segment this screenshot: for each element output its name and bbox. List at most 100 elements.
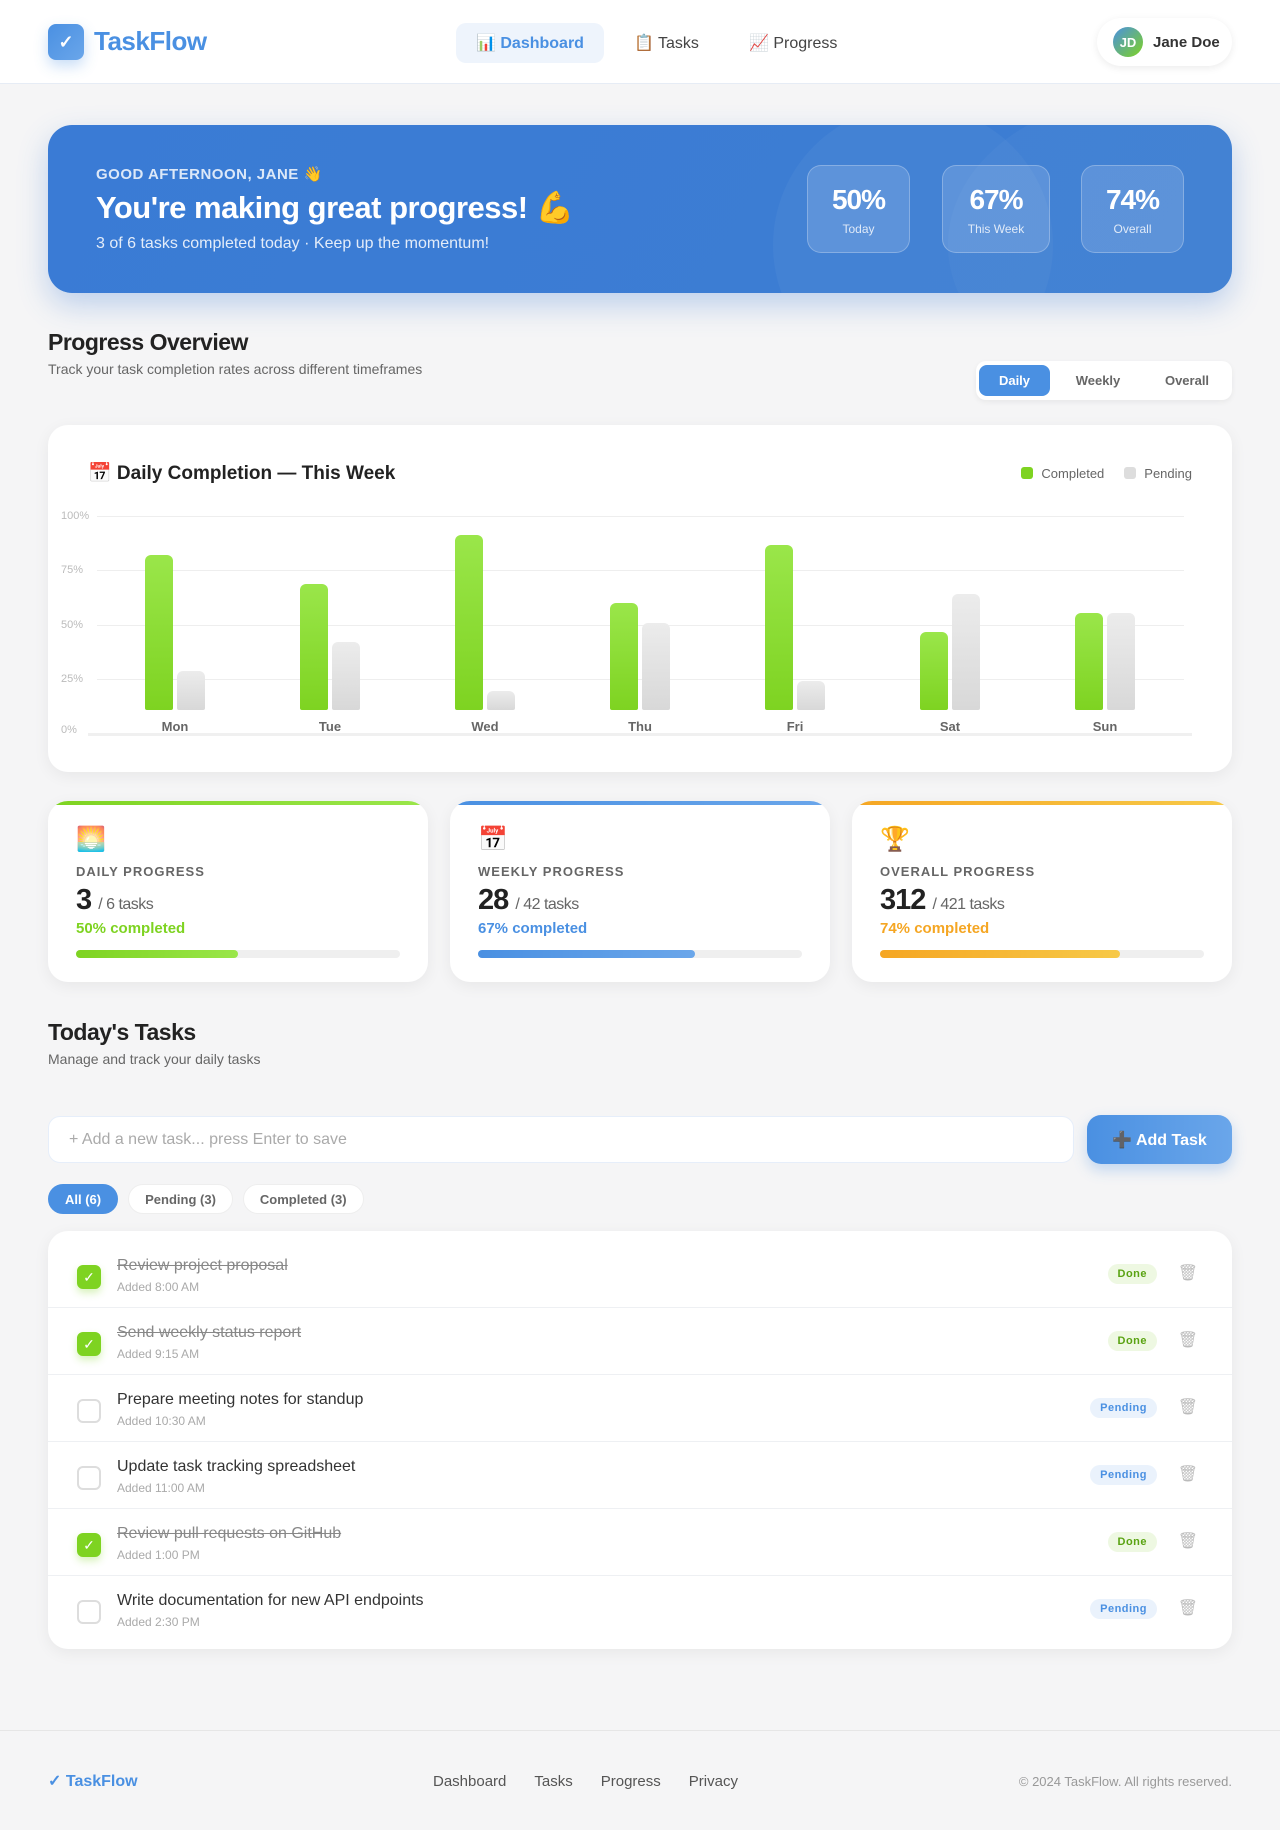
task-row: Prepare meeting notes for standup Added …: [48, 1375, 1232, 1442]
user-name: Jane Doe: [1153, 33, 1220, 51]
task-checkbox[interactable]: ✓: [77, 1332, 101, 1356]
pending-bar-sat[interactable]: [952, 593, 980, 710]
legend-label: Pending: [1144, 466, 1192, 481]
pending-bar-wed[interactable]: [487, 690, 515, 710]
x-tick-label: Sun: [1092, 719, 1118, 734]
completed-bar-thu[interactable]: [610, 603, 638, 710]
avatar: JD: [1113, 27, 1143, 57]
nav-dashboard[interactable]: 📊 Dashboard: [456, 23, 604, 63]
trash-icon[interactable]: 🗑: [1177, 1399, 1198, 1416]
logo-checkmark-icon[interactable]: ✓: [48, 24, 84, 60]
percent-text: 67% completed: [478, 920, 588, 937]
trash-icon[interactable]: 🗑: [1177, 1533, 1198, 1550]
grid-line: [97, 679, 1184, 680]
x-tick-label: Thu: [628, 719, 652, 734]
top-nav: ✓ TaskFlow 📊 Dashboard 📋 Tasks 📈 Progres…: [0, 0, 1280, 84]
pending-bar-tue[interactable]: [332, 642, 360, 710]
nav-label: Tasks: [658, 35, 699, 52]
app-name[interactable]: TaskFlow: [94, 26, 207, 56]
trash-icon[interactable]: 🗑: [1177, 1332, 1198, 1349]
status-badge: Pending: [1090, 1599, 1157, 1619]
task-row: Update task tracking spreadsheet Added 1…: [48, 1442, 1232, 1509]
task-checkbox[interactable]: [77, 1466, 101, 1490]
tasks-subtitle: Manage and track your daily tasks: [48, 1051, 261, 1067]
task-checkbox[interactable]: [77, 1600, 101, 1624]
hero-banner: GOOD AFTERNOON, JANE 👋 You're making gre…: [48, 125, 1232, 293]
hero-stat-today: 50% Today: [807, 165, 910, 253]
task-time: Added 8:00 AM: [117, 1280, 200, 1294]
task-checkbox[interactable]: ✓: [77, 1533, 101, 1557]
pending-bar-fri[interactable]: [797, 680, 825, 710]
daily-progress-card: 🌅 DAILY PROGRESS 3 / 6 tasks 50% complet…: [48, 801, 428, 982]
completed-bar-tue[interactable]: [300, 583, 328, 710]
progress-bar: [880, 950, 1204, 958]
y-tick-label: 0%: [61, 724, 77, 736]
sunrise-icon: 🌅: [76, 826, 106, 853]
add-task-button[interactable]: ➕ Add Task: [1087, 1115, 1232, 1164]
card-value: 312 / 421 tasks: [880, 884, 1005, 917]
status-badge: Done: [1107, 1331, 1157, 1351]
task-title: Write documentation for new API endpoint…: [117, 1592, 424, 1609]
y-tick-label: 50%: [61, 619, 84, 631]
count: 312: [880, 884, 926, 916]
task-time: Added 9:15 AM: [117, 1347, 200, 1361]
task-time: Added 11:00 AM: [117, 1481, 205, 1495]
card-accent: [48, 801, 428, 805]
progress-fill: [880, 950, 1120, 958]
grid-line: [97, 516, 1184, 517]
nav-progress[interactable]: 📈 Progress: [729, 23, 857, 63]
trash-icon[interactable]: 🗑: [1177, 1466, 1198, 1483]
filter-completed[interactable]: Completed (3): [242, 1184, 364, 1214]
user-menu[interactable]: JD Jane Doe: [1097, 18, 1232, 66]
overall-progress-card: 🏆 OVERALL PROGRESS 312 / 421 tasks 74% c…: [852, 801, 1232, 982]
task-checkbox[interactable]: [77, 1399, 101, 1423]
toggle-weekly[interactable]: Weekly: [1075, 373, 1121, 388]
card-accent: [852, 801, 1232, 805]
filter-pending[interactable]: Pending (3): [128, 1184, 233, 1214]
grid-line: [97, 625, 1184, 626]
pending-bar-sun[interactable]: [1107, 613, 1135, 710]
status-badge: Done: [1107, 1264, 1157, 1284]
trash-icon[interactable]: 🗑: [1177, 1600, 1198, 1617]
footer-link-dashboard[interactable]: Dashboard: [433, 1773, 507, 1790]
completed-bar-mon[interactable]: [145, 554, 173, 710]
card-label: WEEKLY PROGRESS: [478, 864, 625, 879]
count: 3: [76, 884, 92, 916]
task-time: Added 2:30 PM: [117, 1615, 200, 1629]
footer-link-progress[interactable]: Progress: [600, 1773, 661, 1790]
task-row: ✓ Review project proposal Added 8:00 AM …: [48, 1241, 1232, 1308]
trash-icon[interactable]: 🗑: [1177, 1265, 1198, 1282]
nav-tasks[interactable]: 📋 Tasks: [614, 23, 719, 63]
completed-bar-wed[interactable]: [455, 535, 483, 710]
x-axis: [88, 733, 1192, 736]
card-accent: [450, 801, 830, 805]
completed-bar-sun[interactable]: [1075, 613, 1103, 710]
footer: ✓ TaskFlow Dashboard Tasks Progress Priv…: [0, 1730, 1280, 1830]
task-checkbox[interactable]: ✓: [77, 1265, 101, 1289]
completed-bar-sat[interactable]: [920, 632, 948, 710]
stat-value: 74%: [1105, 184, 1160, 215]
pending-bar-thu[interactable]: [642, 622, 670, 710]
clipboard-icon: 📋: [633, 35, 654, 52]
weekly-progress-card: 📅 WEEKLY PROGRESS 28 / 42 tasks 67% comp…: [450, 801, 830, 982]
hero-stat-overall: 74% Overall: [1081, 165, 1184, 253]
copyright: © 2024 TaskFlow. All rights reserved.: [1018, 1774, 1232, 1789]
filter-all[interactable]: All (6): [48, 1184, 119, 1214]
progress-fill: [76, 950, 238, 958]
status-badge: Done: [1107, 1532, 1157, 1552]
chart-icon: 📊: [476, 35, 496, 52]
percent-text: 74% completed: [880, 920, 990, 937]
footer-logo[interactable]: ✓ TaskFlow: [48, 1773, 138, 1790]
toggle-daily[interactable]: Daily: [979, 365, 1050, 396]
hero-title: You're making great progress! 💪: [96, 190, 574, 225]
footer-link-privacy[interactable]: Privacy: [688, 1773, 738, 1790]
toggle-overall[interactable]: Overall: [1164, 373, 1210, 388]
trophy-icon: 🏆: [880, 826, 910, 853]
new-task-input[interactable]: [48, 1116, 1074, 1163]
pending-bar-mon[interactable]: [177, 671, 205, 710]
stat-value: 50%: [831, 184, 886, 215]
x-tick-label: Fri: [786, 719, 804, 734]
section-subtitle: Track your task completion rates across …: [48, 361, 423, 377]
footer-link-tasks[interactable]: Tasks: [534, 1773, 573, 1790]
completed-bar-fri[interactable]: [765, 545, 793, 710]
